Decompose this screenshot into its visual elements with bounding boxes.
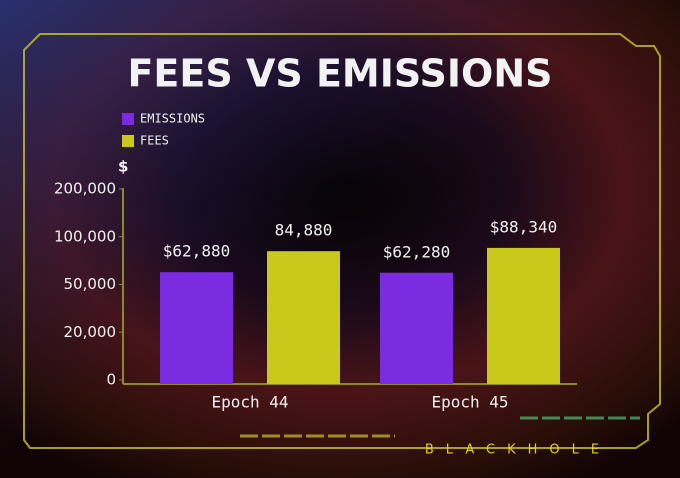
- y-tick-label: 200,000: [54, 180, 116, 198]
- value-label: $88,340: [490, 217, 557, 236]
- legend-swatch: [122, 113, 134, 125]
- value-label: $62,280: [383, 242, 450, 261]
- chart-title: FEES VS EMISSIONS: [127, 52, 552, 96]
- y-tick-label: 20,000: [64, 323, 117, 341]
- bar: [380, 272, 453, 384]
- x-tick-label: Epoch 45: [431, 393, 508, 412]
- x-tick-label: Epoch 44: [211, 393, 288, 412]
- bar: [267, 251, 340, 384]
- y-axis-label: $: [118, 158, 128, 176]
- y-tick-label: 50,000: [64, 275, 117, 293]
- frame: [23, 33, 661, 449]
- legend-swatch: [122, 135, 134, 147]
- legend-label: EMISSIONS: [140, 112, 205, 126]
- value-label: 84,880: [275, 221, 333, 240]
- y-tick-label: 0: [106, 371, 116, 389]
- legend-label: FEES: [140, 134, 169, 148]
- bar: [160, 272, 233, 384]
- value-label: $62,880: [163, 242, 230, 261]
- footer-decor: [240, 416, 640, 438]
- y-tick-label: 100,000: [54, 227, 116, 245]
- bar: [487, 247, 560, 384]
- brand: BLACKHOLE: [425, 443, 611, 458]
